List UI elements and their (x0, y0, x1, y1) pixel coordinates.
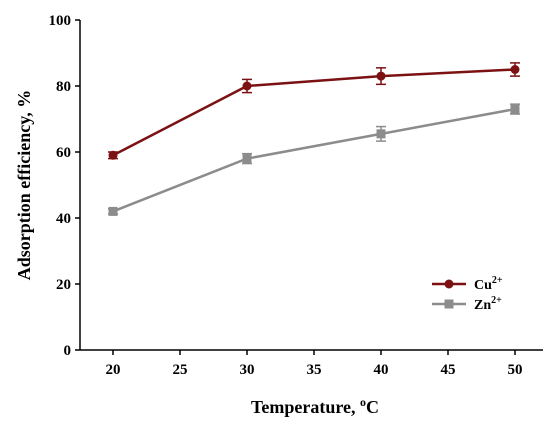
x-tick-label: 20 (106, 362, 121, 378)
axes (79, 20, 543, 351)
y-tick-label: 80 (56, 79, 71, 95)
y-tick-label: 100 (49, 13, 72, 29)
x-tick-label: 25 (173, 362, 188, 378)
legend-label-sup: 2+ (491, 295, 502, 306)
legend-label-text: Cu (474, 278, 492, 293)
legend-label-text: Zn (474, 298, 491, 313)
series-line (112, 68, 516, 157)
ticks: 0 20 40 60 80 100 20 25 30 35 40 45 50 (49, 13, 523, 378)
data-point (242, 81, 252, 91)
y-tick-label: 0 (64, 343, 72, 359)
data-point (376, 71, 386, 81)
series-line (112, 107, 516, 213)
x-tick-label: 30 (240, 362, 255, 378)
data-point (510, 104, 520, 114)
legend-item: Zn2+ (432, 295, 502, 313)
x-tick-label: 50 (508, 362, 523, 378)
series (108, 62, 520, 216)
y-tick-label: 40 (56, 211, 71, 227)
data-point (108, 150, 118, 160)
x-axis-title-text: Temperature, (251, 397, 360, 417)
x-tick-label: 45 (441, 362, 456, 378)
x-axis-title-sup: o (360, 395, 366, 409)
legend-swatch-marker (444, 299, 454, 309)
x-tick-label: 40 (374, 362, 389, 378)
x-tick-label: 35 (307, 362, 322, 378)
y-tick-label: 60 (56, 145, 71, 161)
y-tick-label: 20 (56, 277, 71, 293)
data-point (376, 129, 386, 139)
legend-swatch-marker (444, 279, 454, 289)
x-axis-title: Temperature, oC (251, 395, 379, 417)
data-point (510, 65, 520, 74)
legend-label: Zn2+ (474, 295, 502, 313)
y-axis-title: Adsorption efficiency, % (14, 90, 34, 281)
data-point (108, 206, 118, 216)
series-cu (108, 62, 520, 160)
legend-label: Cu2+ (474, 275, 503, 293)
legend: Cu2+Zn2+ (432, 275, 503, 313)
legend-item: Cu2+ (432, 275, 503, 293)
legend-label-sup: 2+ (492, 275, 503, 286)
data-point (242, 154, 252, 164)
series-zn (108, 103, 520, 216)
x-axis-title-unit: C (366, 397, 379, 417)
